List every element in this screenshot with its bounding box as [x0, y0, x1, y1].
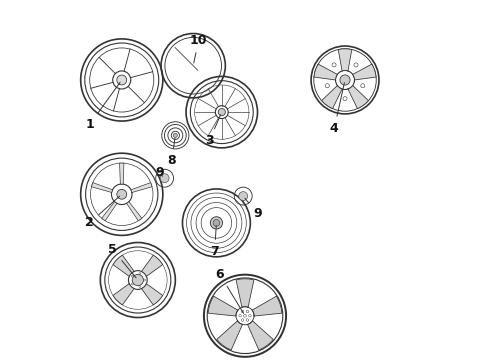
Circle shape: [325, 84, 329, 88]
Circle shape: [354, 63, 358, 67]
Polygon shape: [113, 255, 134, 276]
Circle shape: [173, 133, 177, 138]
Text: 9: 9: [245, 198, 262, 220]
Polygon shape: [247, 321, 273, 350]
Circle shape: [249, 315, 251, 317]
Circle shape: [139, 285, 141, 287]
Text: 3: 3: [205, 115, 220, 147]
Text: 7: 7: [210, 226, 219, 258]
Circle shape: [239, 192, 247, 201]
Circle shape: [139, 273, 141, 275]
Polygon shape: [120, 163, 124, 184]
Polygon shape: [113, 284, 134, 305]
Polygon shape: [208, 296, 238, 316]
Circle shape: [210, 217, 222, 229]
Circle shape: [132, 274, 144, 285]
Text: 10: 10: [190, 34, 207, 63]
Text: 9: 9: [155, 166, 164, 179]
Polygon shape: [131, 183, 152, 193]
Polygon shape: [217, 321, 243, 350]
Polygon shape: [236, 279, 254, 307]
Polygon shape: [314, 64, 337, 80]
Text: 5: 5: [108, 243, 136, 278]
Circle shape: [218, 109, 225, 116]
Polygon shape: [102, 202, 117, 221]
Text: 6: 6: [216, 268, 244, 313]
Circle shape: [117, 75, 127, 85]
Polygon shape: [348, 86, 368, 109]
Circle shape: [343, 96, 347, 101]
Circle shape: [246, 310, 249, 313]
Circle shape: [241, 310, 244, 313]
Polygon shape: [353, 64, 376, 80]
Polygon shape: [338, 49, 352, 71]
Circle shape: [239, 315, 241, 317]
Circle shape: [117, 189, 127, 199]
Circle shape: [361, 84, 365, 88]
Text: 8: 8: [168, 138, 176, 167]
Polygon shape: [126, 202, 142, 221]
Circle shape: [244, 314, 246, 317]
Text: 2: 2: [85, 196, 120, 229]
Circle shape: [246, 319, 249, 321]
Circle shape: [144, 279, 146, 281]
Circle shape: [213, 220, 220, 226]
Polygon shape: [142, 255, 163, 276]
Circle shape: [241, 319, 244, 321]
Polygon shape: [252, 296, 282, 316]
Circle shape: [131, 283, 133, 285]
Polygon shape: [142, 284, 163, 305]
Polygon shape: [321, 86, 342, 109]
Circle shape: [160, 174, 169, 183]
Circle shape: [340, 75, 350, 85]
Polygon shape: [92, 183, 113, 193]
Text: 4: 4: [330, 83, 344, 135]
Circle shape: [332, 63, 336, 67]
Circle shape: [131, 275, 133, 277]
Text: 1: 1: [85, 82, 120, 131]
